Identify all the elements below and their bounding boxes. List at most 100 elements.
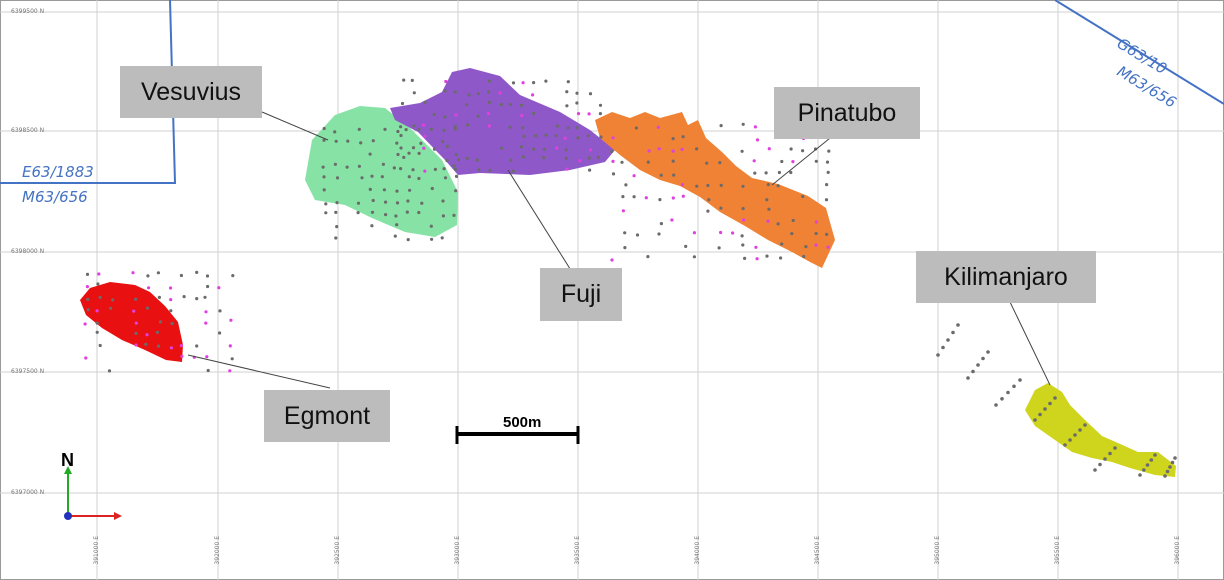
drill-hole — [432, 112, 436, 117]
drill-hole — [147, 286, 151, 290]
drill-hole — [179, 344, 183, 348]
grid-x-label: 395500 E — [1054, 536, 1061, 565]
drill-hole — [1103, 457, 1107, 461]
drill-hole — [753, 125, 758, 129]
drill-hole — [324, 202, 328, 206]
vesuvius-leader — [261, 111, 329, 141]
tenement-label: M63/656 — [22, 188, 88, 206]
drill-hole — [371, 198, 375, 203]
drill-hole — [107, 369, 112, 373]
drill-hole — [371, 139, 375, 143]
drill-hole — [179, 273, 183, 278]
drill-hole — [357, 164, 361, 168]
drill-hole — [132, 309, 136, 313]
drill-hole — [555, 124, 560, 128]
drill-hole — [776, 184, 780, 188]
tenement-boundary-west — [0, 0, 177, 184]
drill-hole — [1078, 428, 1082, 432]
drill-hole — [95, 309, 99, 313]
grid-x-label: 396000 E — [1174, 536, 1181, 565]
drill-hole — [814, 159, 818, 163]
drill-hole — [826, 245, 830, 249]
drill-hole — [632, 195, 636, 199]
drill-hole — [620, 160, 624, 164]
grid-y-label: 6399500 N — [11, 8, 45, 15]
drill-hole — [1063, 443, 1067, 447]
drill-hole — [681, 194, 685, 198]
drill-hole — [946, 338, 950, 342]
drill-hole — [417, 210, 421, 215]
drill-hole — [498, 91, 502, 95]
drill-hole — [814, 220, 819, 224]
drill-hole — [789, 170, 793, 175]
drill-hole — [534, 134, 538, 138]
drill-hole — [218, 309, 222, 313]
drill-hole — [383, 127, 387, 131]
drill-hole — [755, 257, 759, 261]
drill-hole — [1113, 446, 1117, 450]
drill-hole — [635, 233, 640, 237]
drill-hole — [182, 295, 186, 299]
drill-hole — [370, 224, 374, 228]
drill-hole — [229, 318, 233, 322]
drill-hole — [420, 201, 424, 205]
drill-hole — [741, 207, 745, 211]
drill-hole — [170, 321, 174, 326]
drill-hole — [407, 175, 411, 179]
drill-hole — [395, 189, 399, 193]
drill-hole — [380, 175, 384, 179]
drill-hole — [158, 320, 163, 324]
drill-hole — [86, 308, 90, 312]
drill-hole — [453, 167, 458, 171]
drill-hole — [85, 285, 89, 289]
drill-hole — [566, 126, 570, 130]
drill-hole — [345, 165, 349, 169]
drill-hole — [599, 135, 603, 139]
drill-hole — [487, 100, 491, 104]
drill-hole — [422, 146, 426, 150]
drill-hole — [522, 134, 526, 138]
drill-hole — [334, 139, 338, 143]
drill-hole — [399, 146, 403, 150]
drill-hole — [218, 331, 222, 335]
drill-hole — [466, 123, 470, 127]
drill-hole — [399, 125, 403, 129]
drill-hole — [368, 152, 372, 156]
drill-hole — [97, 272, 101, 276]
drill-hole — [1173, 456, 1177, 460]
drill-hole — [322, 126, 326, 131]
drill-hole — [195, 270, 199, 274]
drill-hole — [399, 167, 403, 171]
drill-hole — [1170, 460, 1175, 465]
drill-hole — [632, 174, 636, 178]
drill-hole — [333, 130, 337, 134]
drill-hole — [804, 245, 808, 249]
drill-hole — [417, 151, 421, 155]
drill-hole — [396, 152, 400, 157]
drill-hole — [519, 145, 524, 149]
drill-hole — [672, 173, 676, 177]
tenement-boundaries — [0, 0, 1224, 184]
drill-hole — [566, 80, 570, 84]
drill-hole — [719, 230, 723, 235]
drill-hole — [109, 306, 113, 310]
drill-hole — [564, 148, 568, 152]
drill-hole — [731, 231, 735, 235]
drill-hole — [335, 201, 339, 205]
drill-hole — [85, 272, 90, 276]
drill-hole — [826, 170, 830, 174]
pinatubo-pit — [595, 112, 835, 268]
drill-hole — [134, 321, 138, 325]
drill-holes — [83, 78, 1177, 478]
drill-hole — [395, 223, 399, 227]
drill-hole — [359, 141, 363, 145]
drill-hole — [1006, 390, 1010, 395]
drill-hole — [454, 153, 458, 157]
pinatubo-label: Pinatubo — [774, 87, 920, 139]
drill-hole — [96, 282, 100, 286]
drill-hole — [680, 183, 685, 187]
grid-x-label: 394500 E — [814, 536, 821, 565]
fuji-label: Fuji — [540, 268, 622, 321]
drill-hole — [453, 124, 457, 128]
drill-hole — [508, 125, 512, 129]
